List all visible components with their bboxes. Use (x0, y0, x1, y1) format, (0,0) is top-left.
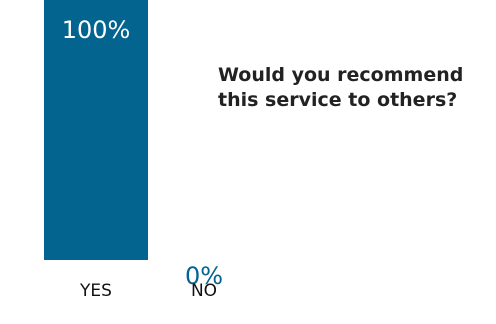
category-label-no: NO (191, 281, 217, 301)
category-label-yes: YES (79, 281, 112, 301)
value-label-no: 0% (185, 262, 223, 290)
question-line-1: Would you recommend (218, 64, 464, 86)
survey-question: Would you recommend this service to othe… (218, 63, 494, 113)
question-line-2: this service to others? (218, 89, 458, 111)
bar-yes (44, 0, 148, 260)
value-label-yes: 100% (62, 16, 131, 44)
